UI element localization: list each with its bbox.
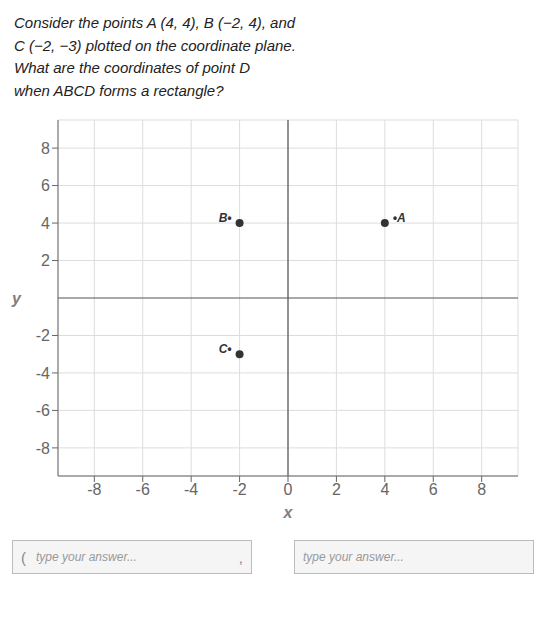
svg-text:4: 4: [41, 215, 50, 232]
svg-text:C•: C•: [219, 342, 232, 356]
svg-text:-8: -8: [36, 440, 50, 457]
svg-text:8: 8: [41, 140, 50, 157]
svg-text:4: 4: [380, 481, 389, 498]
svg-text:B•: B•: [219, 211, 232, 225]
svg-text:-6: -6: [36, 402, 50, 419]
svg-text:-4: -4: [36, 365, 50, 382]
svg-text:•A: •A: [393, 211, 406, 225]
html-text:type your answer...: type your answer...: [303, 550, 404, 564]
svg-text:-8: -8: [87, 481, 101, 498]
svg-text:8: 8: [477, 481, 486, 498]
svg-text:-4: -4: [184, 481, 198, 498]
svg-text:-2: -2: [36, 327, 50, 344]
html-text:type your answer...: type your answer...: [36, 550, 137, 564]
svg-text:2: 2: [41, 252, 50, 269]
svg-text:2: 2: [332, 481, 341, 498]
svg-text:x: x: [283, 504, 294, 521]
svg-text:6: 6: [429, 481, 438, 498]
svg-text:0: 0: [284, 481, 293, 498]
svg-text:-6: -6: [136, 481, 150, 498]
svg-text:6: 6: [41, 177, 50, 194]
svg-text:-2: -2: [232, 481, 246, 498]
svg-text:y: y: [11, 290, 22, 307]
html-text:Consider the points A (4, 4),: Consider the points A (4, 4), B (−2, 4),…: [14, 14, 296, 99]
